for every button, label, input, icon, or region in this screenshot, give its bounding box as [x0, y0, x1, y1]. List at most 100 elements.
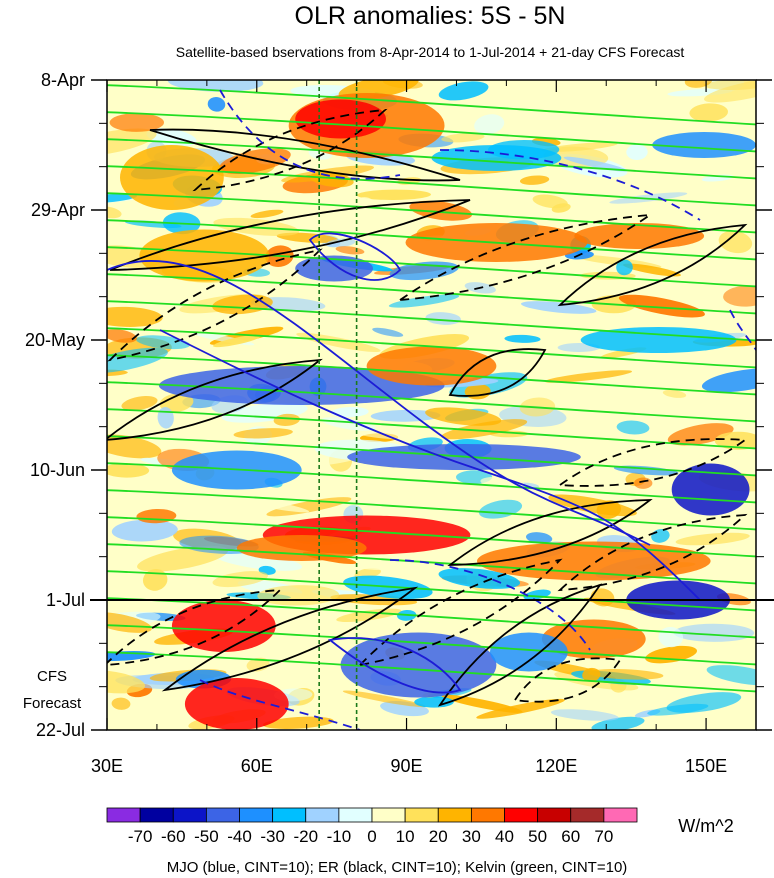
mjo-contour — [729, 309, 756, 351]
colorbar-label: 10 — [396, 827, 415, 846]
colorbar: -70 -60 -50 -40 -30 -20 -10 0 10 20 30 40 50 60 70 — [106, 807, 638, 846]
mjo-contour — [327, 637, 462, 694]
anomaly-patch — [219, 148, 291, 174]
anomaly-core — [574, 223, 705, 249]
anomaly-patch — [704, 80, 756, 103]
anomaly-patch — [618, 294, 705, 318]
anomaly-patch — [207, 96, 226, 112]
y-tick-label: 10-Jun — [30, 460, 85, 480]
colorbar-swatch — [305, 807, 340, 823]
kelvin-contour — [107, 462, 756, 504]
kelvin-contour — [107, 111, 756, 153]
kelvin-contour — [107, 651, 756, 693]
er-contour — [396, 213, 654, 302]
anomaly-patch — [342, 690, 426, 708]
anomaly-core — [139, 229, 270, 282]
mjo-contour — [159, 329, 701, 601]
x-tick-label: 60E — [241, 756, 273, 776]
anomaly-core — [671, 463, 750, 516]
kelvin-contour — [107, 219, 756, 261]
anomaly-patch — [107, 128, 157, 157]
anomaly-patch — [219, 494, 310, 513]
kelvin-contour — [107, 489, 756, 531]
colorbar-swatch — [504, 807, 539, 823]
anomaly-patch — [616, 259, 633, 276]
anomaly-patch — [296, 332, 381, 353]
anomaly-patch — [372, 327, 404, 337]
er-contour — [448, 348, 547, 397]
anomaly-patch — [647, 703, 709, 716]
anomaly-patch — [637, 684, 728, 709]
er-contour — [557, 223, 748, 307]
anomaly-patch — [107, 306, 163, 327]
colorbar-label: -70 — [128, 827, 153, 846]
er-contour — [107, 248, 323, 362]
y-tick-label: 29-Apr — [31, 200, 85, 220]
anomaly-patch — [563, 156, 628, 172]
anomaly-core — [236, 535, 367, 561]
colorbar-label: 50 — [528, 827, 547, 846]
anomaly-patch — [353, 197, 376, 215]
colorbar-label: -60 — [161, 827, 186, 846]
plot-area: 30E 60E 90E 120E 150E 8-Apr 29-Apr 20-May 10-Jun… — [25, 70, 774, 776]
er-contour — [109, 199, 471, 271]
colorbar-swatch — [570, 807, 605, 823]
colorbar-label: 30 — [462, 827, 481, 846]
y-tick-label: 1-Jul — [46, 590, 85, 610]
anomaly-patch — [213, 334, 261, 348]
colorbar-swatch — [106, 807, 141, 823]
kelvin-contour — [107, 300, 756, 342]
anomaly-patch — [388, 294, 460, 308]
anomaly-patch — [357, 189, 431, 201]
colorbar-label: -10 — [327, 827, 352, 846]
kelvin-contour — [107, 84, 756, 126]
contour-legend-footnote: MJO (blue, CINT=10); ER (black, CINT=10)… — [167, 859, 628, 876]
anomaly-patch — [689, 103, 728, 122]
x-tick-label: 30E — [91, 756, 123, 776]
chart-title: OLR anomalies: 5S - 5N — [295, 2, 566, 30]
anomaly-patch — [121, 396, 158, 411]
anomaly-core — [366, 346, 497, 386]
colorbar-swatch — [437, 807, 472, 823]
kelvin-contour — [107, 624, 756, 666]
anomaly-patch — [520, 301, 597, 314]
anomaly-patch — [662, 389, 687, 398]
anomaly-patch — [441, 694, 523, 713]
er-contour — [357, 558, 563, 667]
anomaly-core — [652, 132, 756, 158]
plot-frame — [106, 79, 757, 731]
colorbar-label: -40 — [227, 827, 252, 846]
anomaly-patch — [326, 238, 356, 248]
colorbar-label: 20 — [429, 827, 448, 846]
er-contour — [161, 586, 419, 692]
anomaly-patch — [441, 419, 528, 440]
anomaly-patch — [370, 409, 441, 422]
colorbar-swatch — [537, 807, 572, 823]
kelvin-contour — [107, 543, 756, 585]
anomaly-patch — [109, 113, 164, 132]
forecast-label-line2: Forecast — [23, 695, 82, 712]
mjo-contour — [199, 679, 361, 730]
anomaly-patch — [723, 285, 756, 307]
anomaly-patch — [714, 431, 756, 450]
anomaly-patch — [214, 551, 302, 571]
kelvin-contour — [107, 327, 756, 369]
reference-longitude-lines — [318, 80, 358, 730]
wave-contours — [107, 84, 756, 730]
er-contour — [149, 128, 461, 182]
mjo-contour — [439, 149, 701, 221]
colorbar-label: 70 — [594, 827, 613, 846]
anomaly-patch — [474, 114, 505, 135]
anomaly-patch — [437, 472, 461, 482]
anomaly-patch — [550, 709, 619, 721]
anomaly-patch — [107, 206, 122, 219]
anomaly-patch — [250, 209, 284, 219]
anomaly-patch — [519, 175, 550, 185]
x-tick-label: 90E — [391, 756, 423, 776]
anomaly-patch — [273, 413, 300, 426]
anomaly-patch — [675, 532, 750, 546]
anomaly-patch — [336, 608, 402, 623]
colorbar-swatch — [470, 807, 505, 823]
anomaly-patch — [159, 393, 194, 413]
